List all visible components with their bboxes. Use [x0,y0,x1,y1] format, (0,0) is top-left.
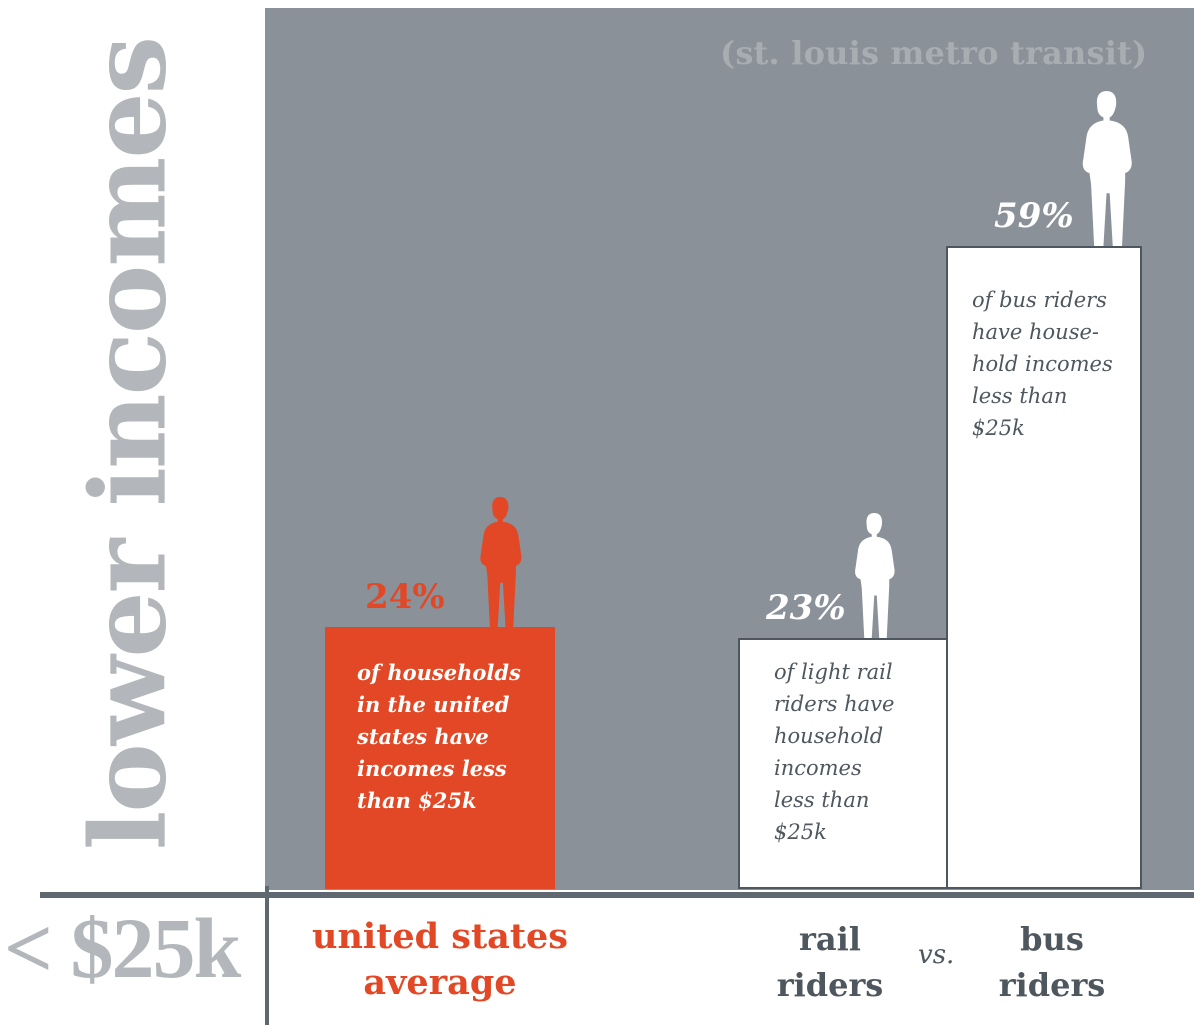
category-label-2: bus riders [922,916,1182,1008]
chart-title: lower incomes [67,38,190,850]
income-threshold-label: < $25k [4,898,254,998]
person-silhouette-icon [473,497,528,631]
category-label-0: united states average [310,914,570,1006]
person-silhouette-icon [1074,91,1139,250]
person-silhouette-icon [848,513,901,642]
chart-subtitle: (st. louis metro transit) [720,34,1120,72]
value-label-1: 23% [766,588,846,628]
bar-description-2: of bus riders have house- hold incomes l… [972,284,1138,444]
value-label-2: 59% [994,196,1074,236]
baseline-rule [40,892,1194,898]
bar-description-0: of households in the united states have … [357,657,551,817]
value-label-0: 24% [365,577,445,617]
vs-label: vs. [918,940,954,970]
bar-description-1: of light rail riders have household inco… [774,656,956,848]
axis-divider [265,886,269,1025]
